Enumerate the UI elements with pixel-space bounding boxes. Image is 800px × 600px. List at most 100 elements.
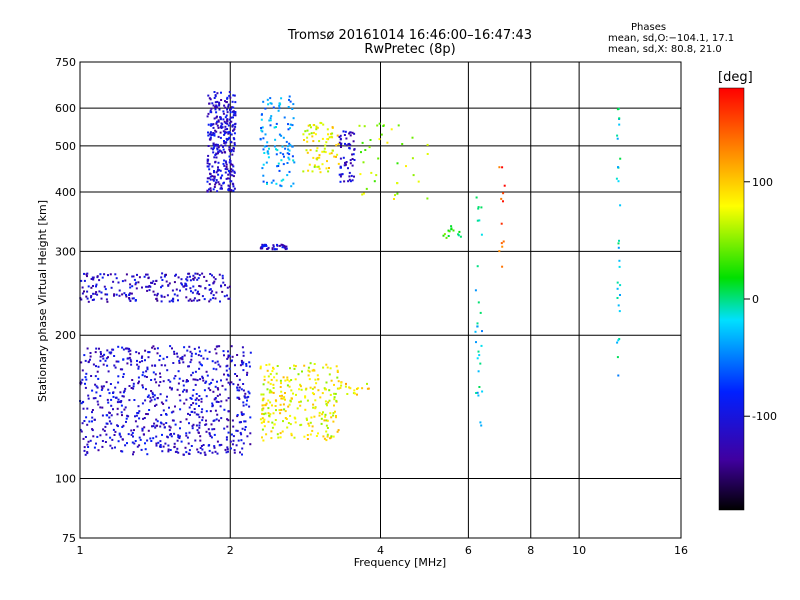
data-point [217,146,220,149]
data-point [107,370,110,373]
data-point [136,445,139,448]
data-point [236,375,238,377]
data-point [292,103,295,106]
data-point [117,381,120,384]
data-point [226,357,229,360]
data-point [477,394,480,397]
data-point [275,248,278,251]
data-point [174,274,177,277]
data-point [348,175,351,178]
data-point [187,442,190,445]
data-point [236,429,239,432]
data-point [199,435,202,438]
data-point [144,448,147,451]
data-point [206,357,209,360]
data-point [618,239,620,242]
data-point [181,355,184,358]
data-point [337,143,340,145]
data-point [245,363,248,365]
data-point [95,283,98,286]
data-point [146,366,149,369]
data-point [317,378,320,381]
data-point [215,368,218,371]
data-point [92,285,94,287]
data-point [266,151,269,154]
data-point [166,356,169,359]
data-point [232,439,235,442]
data-point [228,367,231,370]
data-point [182,379,185,382]
data-point [337,429,340,432]
data-point [339,134,342,137]
data-point [211,165,214,168]
data-point [247,390,250,393]
data-point [115,277,118,280]
data-point [345,144,348,147]
data-point [188,345,191,348]
data-point [124,387,127,390]
data-point [132,385,135,388]
data-point [130,363,133,366]
data-point [244,426,247,428]
data-point [226,418,229,421]
data-point [616,281,619,284]
data-point [141,360,144,363]
data-point [236,414,239,416]
data-point [457,233,460,236]
data-point [281,430,284,433]
data-point [396,192,399,195]
data-point [138,436,141,439]
data-point [155,403,158,406]
data-point [201,419,204,422]
data-point [114,446,116,449]
data-point [276,243,278,246]
data-point [176,388,179,391]
data-point [171,387,173,390]
data-point [214,94,217,97]
data-point [134,299,137,301]
data-point [443,233,446,236]
data-point [165,280,168,283]
data-point [396,162,399,165]
data-point [186,276,189,279]
data-point [110,414,113,417]
data-point [280,408,283,411]
data-point [207,131,209,134]
data-point [154,373,157,376]
data-point [305,149,308,152]
data-point [102,385,105,388]
data-point [322,411,324,414]
data-point [207,123,210,126]
data-point [122,373,125,376]
data-point [176,294,179,297]
data-point [170,299,173,302]
data-point [205,370,208,373]
data-point [215,179,218,182]
data-point [240,433,243,436]
data-point [167,284,170,287]
data-point [290,379,293,381]
data-point [85,273,88,276]
data-point [281,244,284,246]
data-point [216,92,219,95]
data-point [291,145,294,148]
data-point [105,298,108,301]
data-point [117,360,120,363]
data-point [390,128,393,131]
data-point [84,376,87,379]
data-point [85,378,88,381]
data-point [273,145,276,148]
data-point [130,429,133,432]
data-point [206,160,209,162]
data-point [177,434,180,437]
data-point [195,413,198,416]
data-point [617,180,620,183]
data-point [191,427,194,430]
data-point [111,447,114,450]
data-point [217,401,220,403]
data-point [226,294,228,297]
data-point [92,397,95,400]
data-point [340,173,343,176]
data-point [209,131,212,134]
data-point [127,347,130,350]
